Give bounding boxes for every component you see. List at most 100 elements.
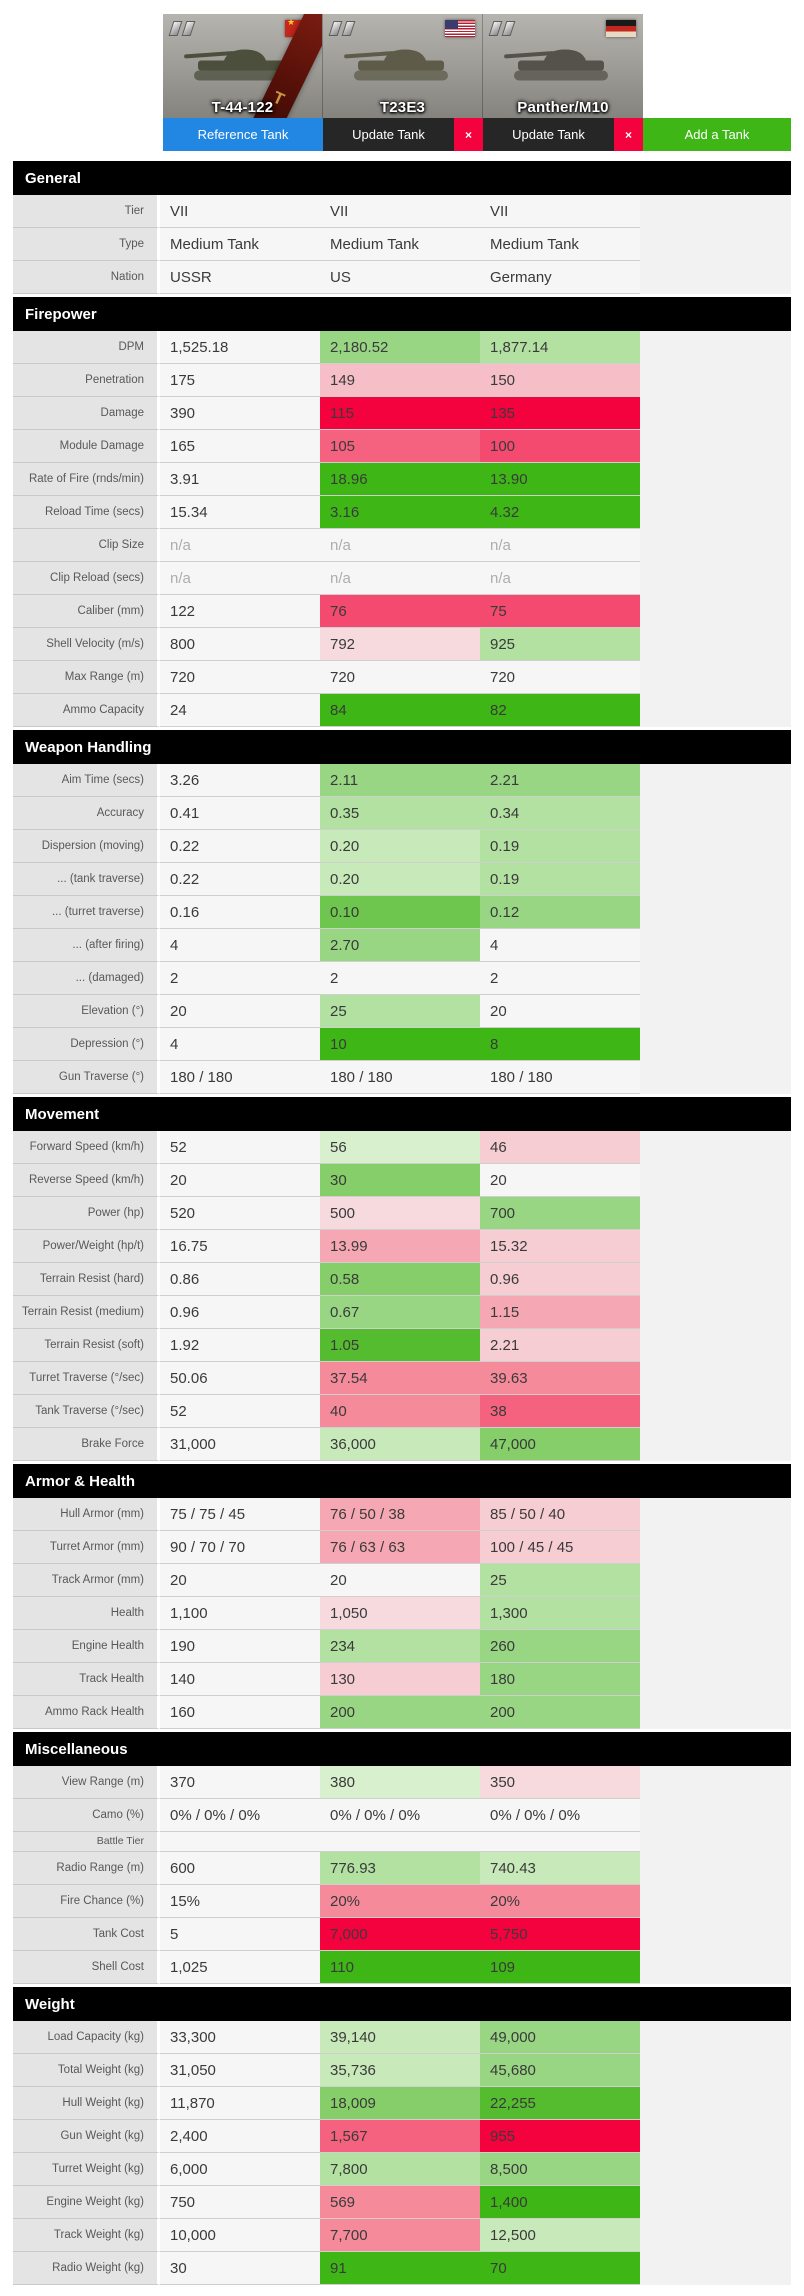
stat-cell-col1: 0.41 (160, 797, 320, 830)
stat-label: Battle Tier (13, 1832, 160, 1852)
stat-cell-col1: 1,025 (160, 1951, 320, 1984)
stat-label: Load Capacity (kg) (13, 2021, 160, 2054)
tank-cards-row: T T-44-122 T23E3 (163, 14, 643, 118)
stat-cell-col1: 0.22 (160, 830, 320, 863)
stat-cell-col2: 0.35 (320, 797, 480, 830)
stat-cell-col1: 190 (160, 1630, 320, 1663)
stat-row: DPM 1,525.18 2,180.52 1,877.14 (13, 331, 791, 364)
stat-row: Reload Time (secs) 15.34 3.16 4.32 (13, 496, 791, 529)
stat-cell-col2: 234 (320, 1630, 480, 1663)
stat-cell-col1: 52 (160, 1131, 320, 1164)
stat-cell-col2: 380 (320, 1766, 480, 1799)
stat-label: Shell Cost (13, 1951, 160, 1984)
stat-label: ... (turret traverse) (13, 896, 160, 929)
stat-cell-col1: 15% (160, 1885, 320, 1918)
stat-cell-col3: 0% / 0% / 0% (480, 1799, 640, 1832)
tank-card-t-44-122[interactable]: T T-44-122 (163, 14, 323, 118)
stat-cell-col1: 2,400 (160, 2120, 320, 2153)
update-tank-button-2[interactable]: Update Tank (483, 118, 614, 151)
reference-tank-button[interactable]: Reference Tank (163, 118, 323, 151)
row-filler (640, 529, 791, 562)
stat-row: Terrain Resist (soft) 1.92 1.05 2.21 (13, 1329, 791, 1362)
row-filler (640, 430, 791, 463)
stat-cell-col2: 7,700 (320, 2219, 480, 2252)
stat-cell-col1: 1,525.18 (160, 331, 320, 364)
stat-cell-col1: 2 (160, 962, 320, 995)
stat-row: Track Weight (kg) 10,000 7,700 12,500 (13, 2219, 791, 2252)
row-filler (640, 1630, 791, 1663)
row-filler (640, 2252, 791, 2285)
row-filler (640, 1951, 791, 1984)
stat-cell-col3: 13.90 (480, 463, 640, 496)
stat-cell-col1: 390 (160, 397, 320, 430)
stat-cell-col2: US (320, 261, 480, 294)
stat-cell-col3: 8 (480, 1028, 640, 1061)
stat-row: ... (damaged) 2 2 2 (13, 962, 791, 995)
row-filler (640, 2153, 791, 2186)
stat-row: Engine Health 190 234 260 (13, 1630, 791, 1663)
stat-cell-col1: 24 (160, 694, 320, 727)
remove-tank-button-2[interactable]: × (614, 118, 643, 151)
stat-cell-col3: 38 (480, 1395, 640, 1428)
stat-row: Track Armor (mm) 20 20 25 (13, 1564, 791, 1597)
stat-row: Total Weight (kg) 31,050 35,736 45,680 (13, 2054, 791, 2087)
stat-label: Tank Traverse (°/sec) (13, 1395, 160, 1428)
stat-cell-col2: 18.96 (320, 463, 480, 496)
stat-row: ... (after firing) 4 2.70 4 (13, 929, 791, 962)
stat-row: Gun Weight (kg) 2,400 1,567 955 (13, 2120, 791, 2153)
stat-cell-col1: 0.96 (160, 1296, 320, 1329)
stat-label: Dispersion (moving) (13, 830, 160, 863)
stat-row: Ammo Capacity 24 84 82 (13, 694, 791, 727)
stat-cell-col2: n/a (320, 529, 480, 562)
stat-cell-col2: 2.11 (320, 764, 480, 797)
stat-row: Radio Weight (kg) 30 91 70 (13, 2252, 791, 2285)
stat-label: Terrain Resist (hard) (13, 1263, 160, 1296)
row-filler (640, 1230, 791, 1263)
add-a-tank-button[interactable]: Add a Tank (643, 118, 791, 151)
stat-row: Accuracy 0.41 0.35 0.34 (13, 797, 791, 830)
stat-label: Nation (13, 261, 160, 294)
stat-cell-col1: 800 (160, 628, 320, 661)
stat-cell-col2: 0.20 (320, 830, 480, 863)
stat-cell-col1: 31,000 (160, 1428, 320, 1461)
row-filler (640, 995, 791, 1028)
stat-label: Reload Time (secs) (13, 496, 160, 529)
stat-cell-col2: 7,000 (320, 1918, 480, 1951)
stat-cell-col1: 720 (160, 661, 320, 694)
stat-label: Clip Reload (secs) (13, 562, 160, 595)
row-filler (640, 830, 791, 863)
stat-cell-col2: 180 / 180 (320, 1061, 480, 1094)
stat-label: Gun Weight (kg) (13, 2120, 160, 2153)
stat-cell-col1: 0.86 (160, 1263, 320, 1296)
row-filler (640, 1564, 791, 1597)
stat-cell-col1: 20 (160, 1164, 320, 1197)
stat-row: Brake Force 31,000 36,000 47,000 (13, 1428, 791, 1461)
stat-row: Caliber (mm) 122 76 75 (13, 595, 791, 628)
stat-row: Terrain Resist (hard) 0.86 0.58 0.96 (13, 1263, 791, 1296)
row-filler (640, 1131, 791, 1164)
stat-cell-col2: 36,000 (320, 1428, 480, 1461)
stat-cell-col3: 925 (480, 628, 640, 661)
stat-cell-col2: 0.67 (320, 1296, 480, 1329)
row-filler (640, 1832, 791, 1852)
stat-cell-col3: 1,400 (480, 2186, 640, 2219)
stat-label: Tier (13, 195, 160, 228)
stat-cell-col3: 135 (480, 397, 640, 430)
stat-row: Reverse Speed (km/h) 20 30 20 (13, 1164, 791, 1197)
stat-cell-col1: 520 (160, 1197, 320, 1230)
stat-row: Clip Reload (secs) n/a n/a n/a (13, 562, 791, 595)
stat-cell-col1: 33,300 (160, 2021, 320, 2054)
tank-card-t23e3[interactable]: T23E3 (323, 14, 483, 118)
flag-germany-icon (606, 20, 636, 37)
stat-cell-col1: 20 (160, 1564, 320, 1597)
stat-row: Health 1,100 1,050 1,300 (13, 1597, 791, 1630)
remove-tank-button-1[interactable]: × (454, 118, 483, 151)
update-tank-button-1[interactable]: Update Tank (323, 118, 454, 151)
stat-label: Turret Traverse (°/sec) (13, 1362, 160, 1395)
stat-cell-col2: 0.20 (320, 863, 480, 896)
stat-cell-col3: 20 (480, 995, 640, 1028)
stat-cell-col3: 2 (480, 962, 640, 995)
tank-card-panther-m10[interactable]: Panther/M10 (483, 14, 643, 118)
stat-row: Elevation (°) 20 25 20 (13, 995, 791, 1028)
stat-cell-col3: 0.34 (480, 797, 640, 830)
